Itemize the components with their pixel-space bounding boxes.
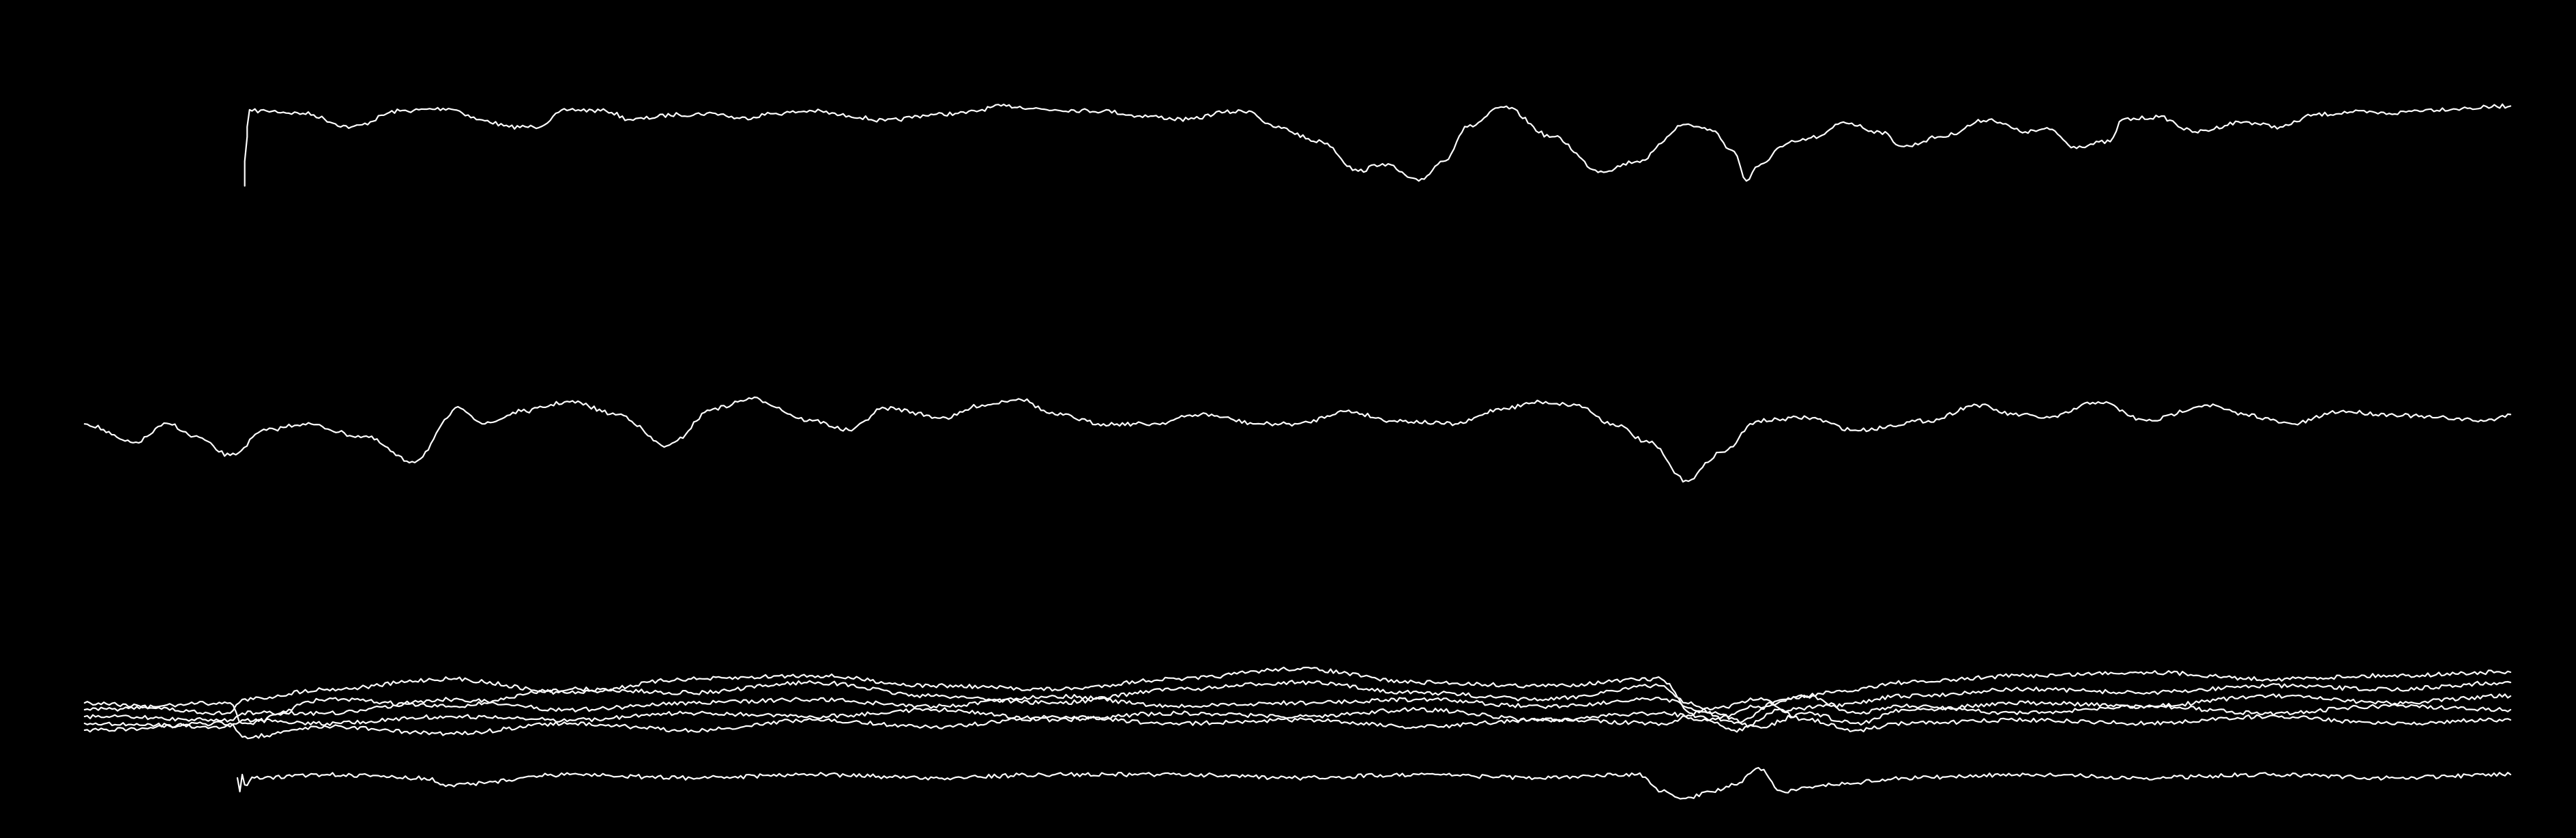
panel-middle-trace	[83, 396, 2512, 483]
trace-line-3-5	[83, 697, 2512, 740]
panel-bottom-traces	[83, 666, 2512, 800]
trace-line-1-1	[244, 103, 2512, 187]
trace-line-3-6	[236, 766, 2512, 800]
trace-line-3-4	[83, 694, 2512, 729]
trace-line-3-1	[83, 666, 2512, 725]
trace-line-3-3	[83, 693, 2512, 729]
panel-top-trace	[244, 103, 2512, 187]
trace-line-2-1	[83, 396, 2512, 483]
